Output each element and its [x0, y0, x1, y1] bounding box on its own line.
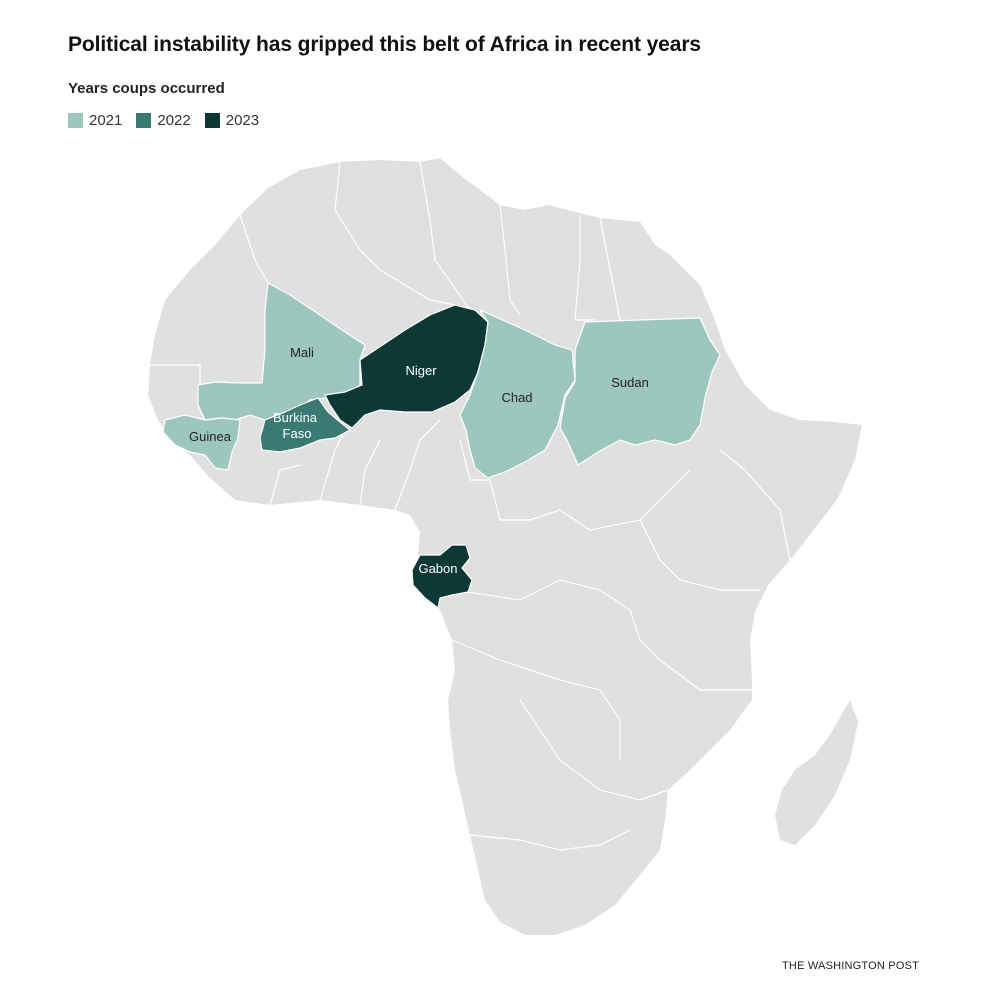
label-gabon: Gabon: [418, 561, 457, 576]
legend-title: Years coups occurred: [68, 80, 225, 97]
base-borders: [150, 161, 791, 851]
legend-label-2022: 2022: [157, 112, 191, 129]
legend: 2021 2022 2023: [68, 112, 273, 129]
country-niger: [324, 304, 489, 429]
africa-landmass: [148, 158, 862, 935]
label-sudan: Sudan: [611, 375, 649, 390]
country-burkina-faso: [259, 397, 352, 453]
madagascar: [775, 700, 858, 845]
country-sudan: [559, 317, 721, 466]
label-guinea: Guinea: [189, 429, 232, 444]
legend-swatch-2021: [68, 113, 83, 128]
label-burkina-faso-line2: Faso: [283, 426, 312, 441]
chart-title: Political instability has gripped this b…: [68, 33, 701, 56]
label-niger: Niger: [405, 363, 437, 378]
legend-item-2022: 2022: [136, 112, 191, 129]
label-burkina-faso-line1: Burkina: [273, 410, 318, 425]
country-chad: [459, 308, 576, 479]
label-mali: Mali: [290, 345, 314, 360]
legend-label-2021: 2021: [89, 112, 123, 129]
source-credit: THE WASHINGTON POST: [782, 960, 920, 972]
legend-item-2021: 2021: [68, 112, 122, 129]
legend-item-2023: 2023: [204, 112, 260, 129]
legend-label-2023: 2023: [225, 112, 260, 129]
legend-swatch-2023: [204, 113, 220, 128]
country-gabon: [411, 544, 473, 610]
label-chad: Chad: [501, 390, 532, 405]
country-guinea: [162, 414, 241, 471]
legend-swatch-2022: [136, 113, 152, 128]
